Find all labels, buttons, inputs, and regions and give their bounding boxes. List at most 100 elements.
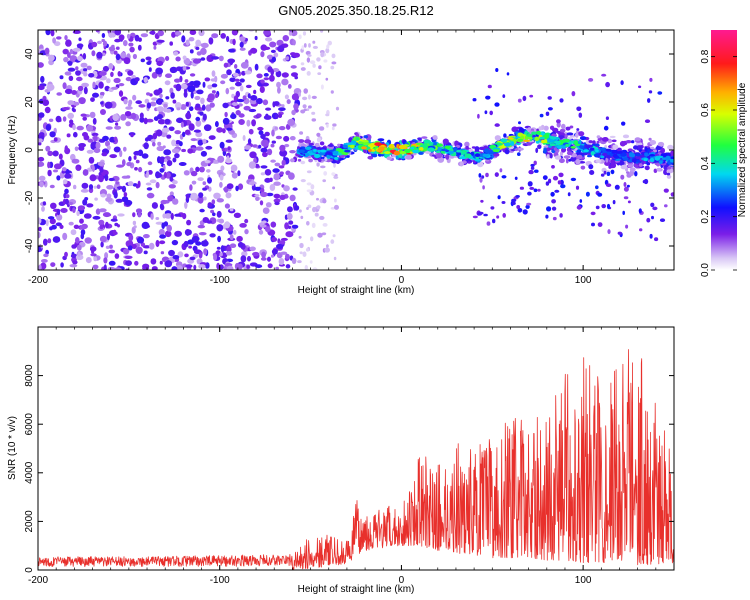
noise-blob (176, 107, 181, 111)
noise-blob (241, 251, 248, 257)
noise-blob (114, 125, 122, 130)
ridge-core-blob (326, 154, 331, 159)
transition-blob (322, 198, 327, 204)
ridge-blob (503, 133, 507, 138)
ridge-core-blob (595, 149, 599, 153)
noise-blob (119, 150, 123, 158)
ridge-blob (566, 132, 574, 136)
transition-blob (332, 123, 337, 127)
noise-blob (47, 169, 52, 177)
outlier-blob (517, 98, 522, 103)
ridge-core-blob (562, 138, 570, 143)
transition-blob (297, 260, 302, 264)
noise-blob (195, 39, 202, 47)
noise-blob (100, 241, 104, 248)
noise-blob (196, 89, 204, 95)
outlier-blob (606, 171, 611, 176)
ridge-core-blob (562, 145, 566, 149)
outlier-blob (612, 200, 616, 205)
noise-blob (135, 246, 143, 254)
noise-blob (222, 117, 230, 125)
noise-blob (38, 62, 44, 68)
noise-blob (242, 95, 247, 101)
noise-blob (100, 193, 106, 198)
outlier-blob (550, 191, 555, 197)
noise-blob (166, 134, 172, 139)
noise-blob (135, 100, 142, 105)
ridge-blob (297, 158, 302, 162)
noise-blob (257, 126, 264, 131)
noise-blob (92, 92, 99, 98)
outlier-blob (597, 192, 603, 197)
transition-blob (311, 95, 317, 99)
outlier-blob (575, 185, 580, 190)
noise-blob (62, 107, 70, 111)
noise-blob (93, 185, 98, 189)
noise-blob (211, 199, 216, 205)
noise-blob (75, 237, 80, 244)
noise-blob (123, 98, 128, 105)
outlier-blob (527, 181, 533, 187)
noise-blob (213, 192, 221, 199)
noise-blob (164, 158, 168, 163)
ridge-blob (494, 135, 501, 141)
noise-blob (125, 260, 132, 266)
ridge-blob (639, 163, 643, 167)
noise-blob (143, 250, 148, 255)
transition-blob (317, 72, 322, 75)
noise-blob (216, 210, 222, 218)
noise-blob (225, 158, 233, 164)
transition-blob (303, 43, 307, 48)
noise-blob (50, 30, 55, 37)
noise-blob (38, 161, 45, 167)
ridge-core-blob (570, 146, 576, 149)
noise-blob (146, 61, 152, 65)
noise-blob (75, 254, 84, 261)
noise-blob (106, 185, 114, 190)
outlier-blob (589, 170, 595, 175)
noise-blob (248, 108, 257, 113)
noise-blob (112, 113, 119, 122)
noise-blob (229, 208, 234, 212)
noise-blob (155, 129, 163, 137)
noise-blob (267, 148, 273, 156)
noise-blob (113, 191, 118, 199)
outlier-blob (530, 166, 535, 170)
snr-y-label: SNR (10 * v/v) (7, 416, 18, 480)
noise-blob (209, 102, 215, 108)
transition-blob (321, 232, 327, 236)
noise-blob (165, 73, 172, 78)
outlier-blob (496, 215, 500, 219)
noise-blob (108, 260, 116, 266)
transition-blob (326, 244, 329, 248)
noise-blob (137, 44, 142, 51)
noise-blob (38, 175, 46, 182)
noise-blob (69, 264, 78, 268)
noise-blob (190, 138, 197, 142)
noise-blob (52, 169, 59, 173)
transition-blob (316, 57, 321, 62)
noise-blob (77, 85, 84, 92)
ridge-core-blob (520, 135, 525, 140)
noise-blob (126, 33, 131, 40)
ridge-blob (377, 138, 385, 142)
noise-blob (198, 264, 206, 269)
noise-blob (80, 189, 89, 193)
noise-blob (38, 217, 42, 225)
noise-blob (82, 116, 87, 121)
noise-blob (174, 130, 181, 135)
noise-blob (225, 87, 230, 95)
noise-blob (261, 220, 267, 224)
ridge-core-blob (325, 151, 333, 155)
noise-blob (43, 238, 48, 246)
noise-blob (184, 79, 189, 83)
outlier-blob (605, 183, 612, 187)
transition-blob (335, 106, 340, 111)
outlier-blob (545, 111, 550, 117)
noise-blob (185, 193, 190, 200)
noise-blob (132, 212, 136, 218)
noise-blob (56, 214, 63, 221)
transition-blob (312, 45, 318, 49)
ridge-blob (336, 160, 340, 164)
noise-blob (76, 125, 84, 131)
